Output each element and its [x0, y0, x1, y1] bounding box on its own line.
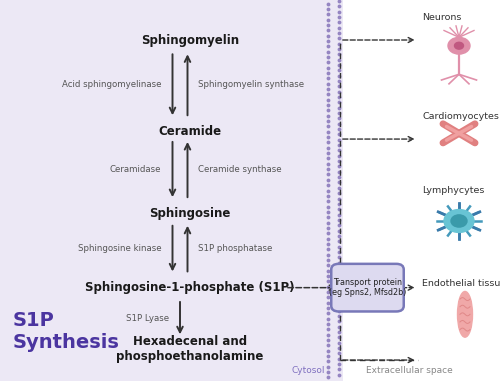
Text: Cardiomyocytes: Cardiomyocytes	[422, 112, 500, 121]
Ellipse shape	[458, 291, 472, 337]
Text: Sphingosine-1-phosphate (S1P): Sphingosine-1-phosphate (S1P)	[85, 281, 295, 294]
Text: Ceramide synthase: Ceramide synthase	[198, 165, 282, 174]
Text: Sphingomyelin synthase: Sphingomyelin synthase	[198, 80, 304, 89]
FancyBboxPatch shape	[342, 0, 500, 381]
Text: Hexadecenal and
phosphoethanolamine: Hexadecenal and phosphoethanolamine	[116, 335, 264, 363]
Text: Acid sphingomyelinase: Acid sphingomyelinase	[62, 80, 162, 89]
Text: Ceramide: Ceramide	[158, 125, 222, 138]
Text: Neurons: Neurons	[422, 13, 462, 22]
Text: Cytosol: Cytosol	[292, 366, 325, 375]
Text: Sphingosine kinase: Sphingosine kinase	[78, 244, 162, 253]
Text: Lymphycytes: Lymphycytes	[422, 186, 485, 195]
FancyBboxPatch shape	[331, 264, 404, 312]
FancyBboxPatch shape	[0, 0, 342, 381]
Text: Endothelial tissue: Endothelial tissue	[422, 279, 500, 288]
Text: S1P phosphatase: S1P phosphatase	[198, 244, 273, 253]
Text: S1P Lyase: S1P Lyase	[126, 314, 169, 323]
Text: Sphingosine: Sphingosine	[150, 207, 230, 220]
Text: Transport protein
(eg Spns2, Mfsd2b): Transport protein (eg Spns2, Mfsd2b)	[329, 278, 406, 297]
Circle shape	[451, 215, 467, 227]
Text: Extracellular space: Extracellular space	[366, 366, 453, 375]
Text: Ceramidase: Ceramidase	[110, 165, 162, 174]
Circle shape	[448, 37, 470, 54]
Text: S1P
Synthesis: S1P Synthesis	[12, 311, 120, 352]
Text: Sphingomyelin: Sphingomyelin	[141, 34, 239, 46]
Circle shape	[454, 42, 464, 49]
Circle shape	[444, 210, 474, 232]
